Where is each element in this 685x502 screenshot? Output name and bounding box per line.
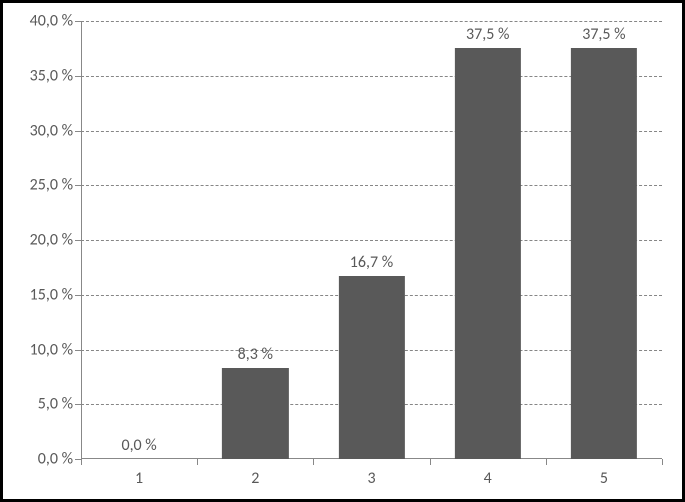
bar: 37,5 % [571, 48, 637, 459]
x-tick-mark [546, 459, 547, 465]
bar-slot: 37,5 % [546, 21, 662, 459]
x-tick-mark [81, 459, 82, 465]
x-tick-mark [197, 459, 198, 465]
y-tick-label: 15,0 % [30, 285, 73, 304]
y-tick-label: 30,0 % [30, 121, 73, 140]
plot-area: 0,0 %5,0 %10,0 %15,0 %20,0 %25,0 %30,0 %… [81, 21, 662, 459]
x-tick-label: 3 [367, 469, 375, 488]
y-tick-label: 20,0 % [30, 231, 73, 250]
y-tick-label: 35,0 % [30, 66, 73, 85]
x-tick-label: 2 [251, 469, 259, 488]
x-tick-label: 4 [484, 469, 492, 488]
bar: 16,7 % [338, 276, 404, 459]
y-tick-label: 40,0 % [30, 12, 73, 31]
bar-value-label: 37,5 % [582, 25, 625, 44]
y-tick-label: 10,0 % [30, 340, 73, 359]
bar-value-label: 8,3 % [238, 345, 273, 364]
bar-slot: 37,5 % [430, 21, 546, 459]
chart-frame: 0,0 %5,0 %10,0 %15,0 %20,0 %25,0 %30,0 %… [0, 0, 685, 502]
bar: 37,5 % [455, 48, 521, 459]
x-tick-mark [430, 459, 431, 465]
x-tick-label: 5 [600, 469, 608, 488]
bar-slot: 0,0 % [81, 21, 197, 459]
bar-value-label: 0,0 % [121, 436, 156, 455]
bar-value-label: 16,7 % [350, 253, 393, 272]
bar-value-label: 37,5 % [466, 25, 509, 44]
y-tick-label: 5,0 % [38, 395, 73, 414]
x-tick-mark [662, 459, 663, 465]
bar: 8,3 % [222, 368, 288, 459]
bar-slot: 8,3 % [197, 21, 313, 459]
y-tick-label: 25,0 % [30, 176, 73, 195]
bars-container: 0,0 % 8,3 % 16,7 % 37,5 % 37,5 % [81, 21, 662, 459]
x-tick-label: 1 [135, 469, 143, 488]
y-tick-label: 0,0 % [38, 450, 73, 469]
bar-slot: 16,7 % [313, 21, 429, 459]
x-tick-mark [313, 459, 314, 465]
